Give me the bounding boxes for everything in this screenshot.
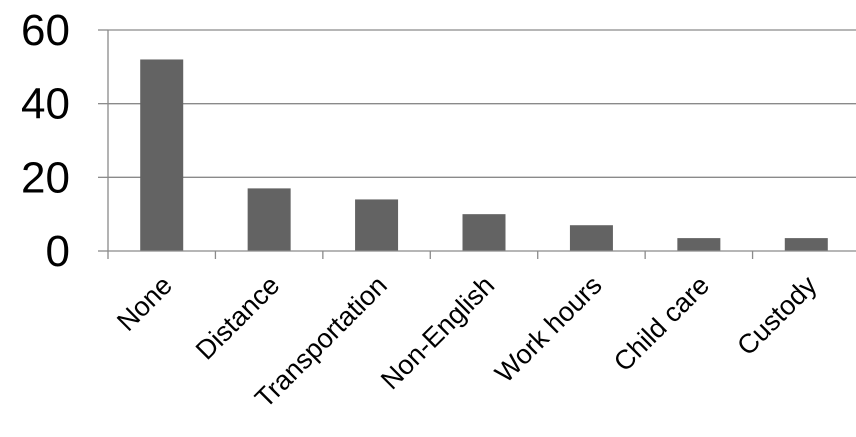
bar-child-care xyxy=(677,238,721,251)
bar-none xyxy=(140,59,184,251)
x-tick-label: Work hours xyxy=(489,270,607,388)
x-tick-label: Custody xyxy=(731,270,823,362)
y-tick-label: 60 xyxy=(21,6,70,55)
x-tick-label: Child care xyxy=(608,270,715,377)
bars xyxy=(140,59,828,251)
y-tick-label: 20 xyxy=(21,153,70,202)
bar-custody xyxy=(784,238,828,251)
bar-non-english xyxy=(462,214,506,251)
y-tick-labels: 0 20 40 60 xyxy=(21,6,70,276)
y-tick-label: 40 xyxy=(21,80,70,129)
grid-lines xyxy=(108,29,856,178)
x-tick-labels: None DistanceTransportationNon-EnglishWor… xyxy=(111,270,823,414)
bar-distance xyxy=(247,188,291,251)
x-tick-label: None xyxy=(111,270,178,337)
x-tick-label: Distance xyxy=(190,270,285,365)
bar-transportation xyxy=(355,199,399,251)
y-tick-label: 0 xyxy=(46,227,70,276)
x-tick-label: Non-English xyxy=(375,270,500,395)
bar-work-hours xyxy=(569,225,613,251)
axes xyxy=(98,29,856,259)
